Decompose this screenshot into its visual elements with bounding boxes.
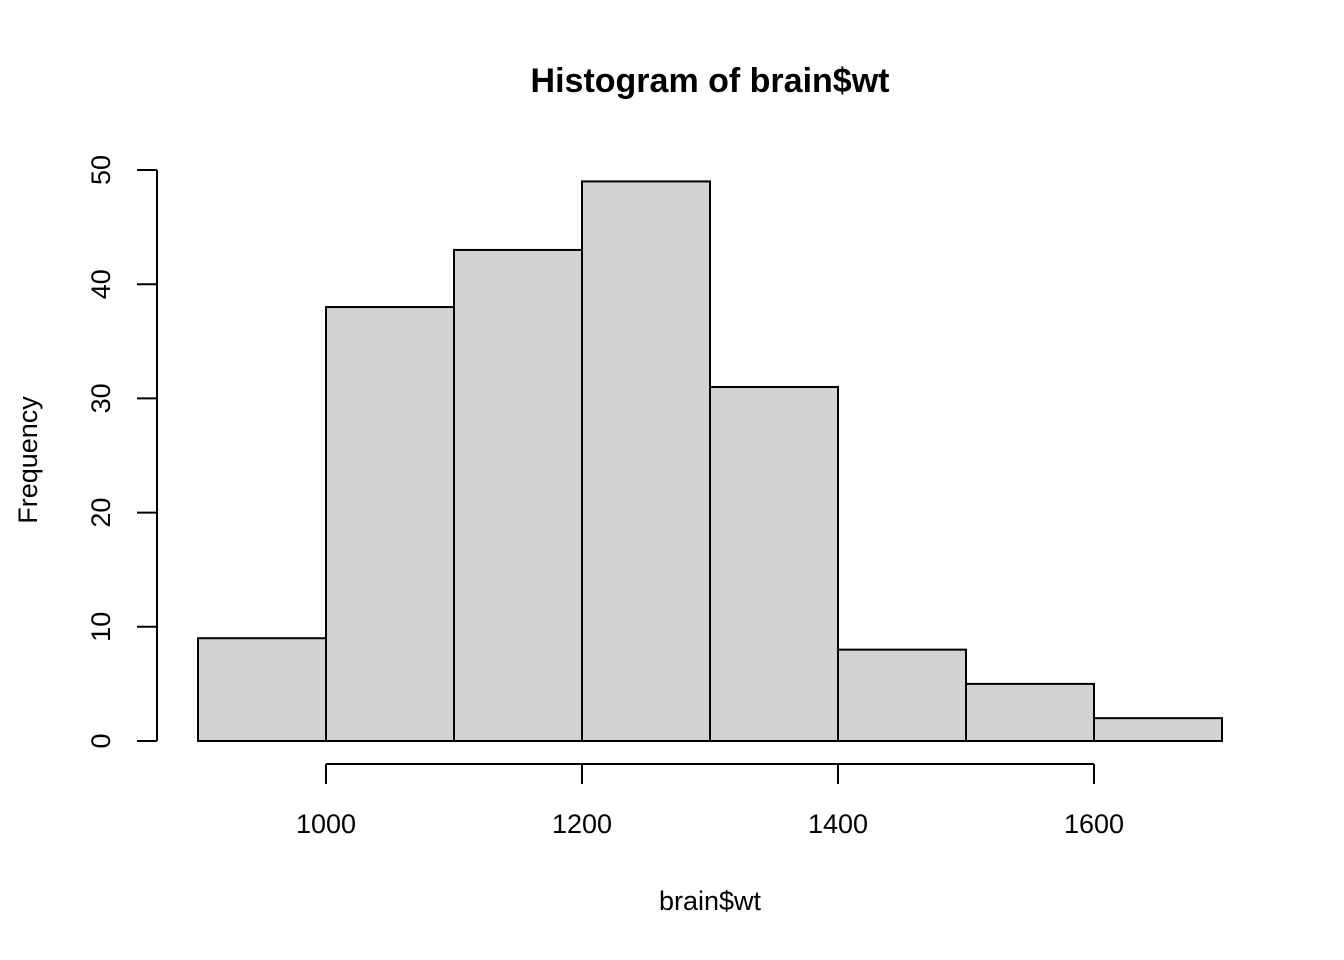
x-axis-label: brain$wt xyxy=(659,886,762,916)
histogram-bar-2 xyxy=(453,248,583,742)
y-tick-label-0: 0 xyxy=(86,733,116,748)
y-axis: 0 10 20 30 40 50 xyxy=(86,155,158,749)
x-tick-label-0: 1000 xyxy=(296,809,356,839)
histogram-bar-5 xyxy=(837,648,967,743)
chart-title: Histogram of brain$wt xyxy=(531,62,890,100)
histogram-bar-3 xyxy=(581,180,711,743)
x-tick-label-1: 1200 xyxy=(552,809,612,839)
y-tick-label-4: 40 xyxy=(86,269,116,299)
histogram-bar-1 xyxy=(325,306,455,742)
y-axis-label: Frequency xyxy=(13,396,43,524)
bars-group xyxy=(197,180,1223,743)
histogram-bar-6 xyxy=(965,682,1095,743)
y-tick-label-5: 50 xyxy=(86,155,116,185)
y-tick-label-3: 30 xyxy=(86,383,116,413)
y-tick-label-1: 10 xyxy=(86,612,116,642)
y-tick-label-2: 20 xyxy=(86,498,116,528)
x-tick-label-3: 1600 xyxy=(1064,809,1124,839)
histogram-bar-7 xyxy=(1093,717,1223,742)
histogram-bar-4 xyxy=(709,385,839,742)
x-axis: 1000 1200 1400 1600 xyxy=(296,763,1124,839)
x-tick-label-2: 1400 xyxy=(808,809,868,839)
histogram-bar-0 xyxy=(197,637,327,742)
